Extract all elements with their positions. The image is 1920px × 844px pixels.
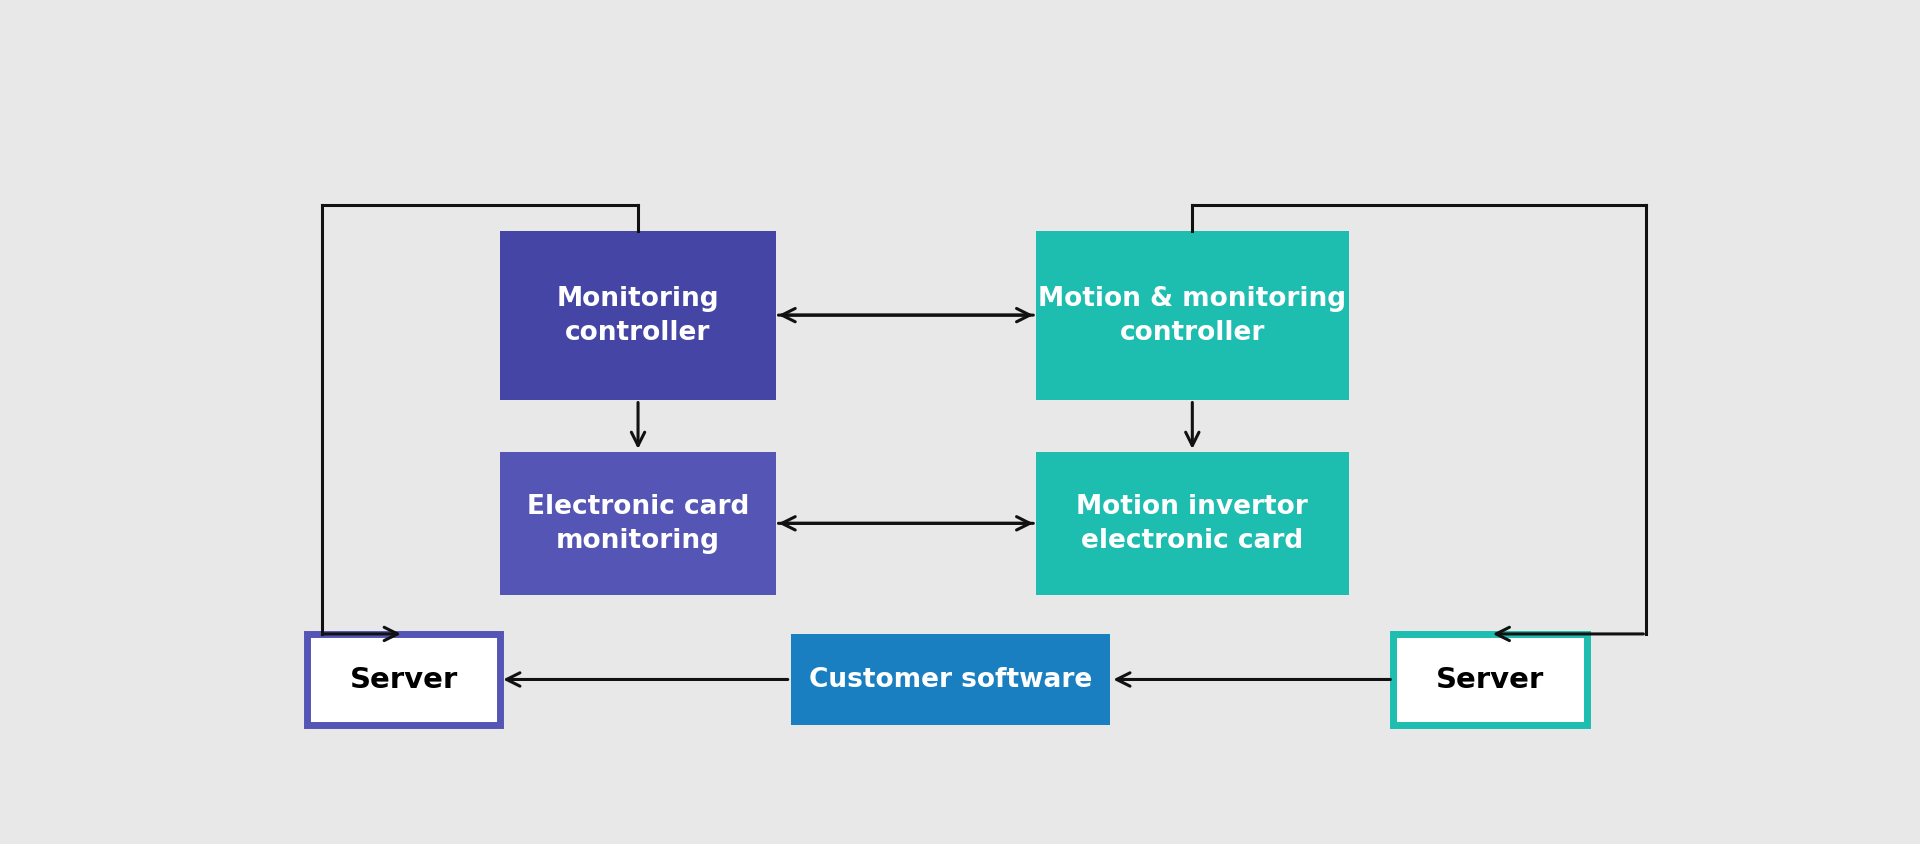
Text: Electronic card
monitoring: Electronic card monitoring bbox=[526, 494, 749, 554]
Text: Motion & monitoring
controller: Motion & monitoring controller bbox=[1039, 286, 1346, 346]
FancyBboxPatch shape bbox=[791, 634, 1110, 725]
FancyBboxPatch shape bbox=[1394, 634, 1586, 725]
FancyBboxPatch shape bbox=[501, 231, 776, 400]
Text: Customer software: Customer software bbox=[808, 667, 1092, 693]
Text: Monitoring
controller: Monitoring controller bbox=[557, 286, 720, 346]
Text: Motion invertor
electronic card: Motion invertor electronic card bbox=[1077, 494, 1308, 554]
FancyBboxPatch shape bbox=[307, 634, 501, 725]
FancyBboxPatch shape bbox=[1037, 452, 1348, 595]
FancyBboxPatch shape bbox=[501, 452, 776, 595]
Text: Server: Server bbox=[1436, 666, 1544, 694]
FancyBboxPatch shape bbox=[1037, 231, 1348, 400]
Text: Server: Server bbox=[349, 666, 457, 694]
